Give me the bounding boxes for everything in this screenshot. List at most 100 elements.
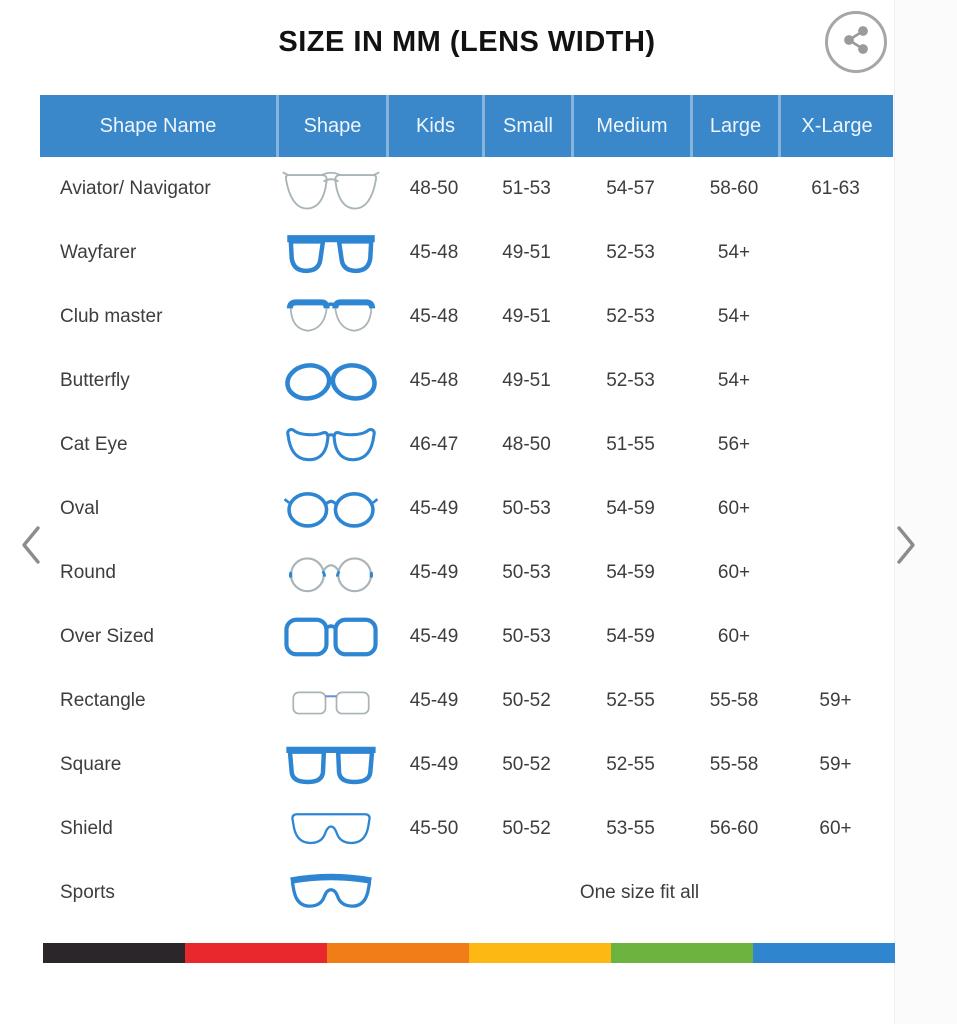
table-header-row: Shape Name Shape Kids Small Medium Large X-Lar… bbox=[40, 95, 893, 157]
size-cell-large: 54+ bbox=[717, 370, 751, 391]
table-row-shield: Shield 45-50 50-52 53-55 56-60 60+ bbox=[40, 797, 893, 861]
table-row-wayfarer: Wayfarer 45-48 49-51 52-53 54+ bbox=[40, 221, 893, 285]
size-cell-small: 51-53 bbox=[502, 178, 551, 199]
size-cell-kids: 46-47 bbox=[409, 434, 459, 455]
sports-glasses-icon bbox=[276, 870, 386, 916]
size-cell-small: 49-51 bbox=[502, 370, 551, 391]
shape-name-label: Cat Eye bbox=[60, 434, 128, 455]
chevron-right-icon bbox=[893, 526, 919, 572]
size-cell-large: 55-58 bbox=[709, 690, 759, 711]
prev-arrow-button[interactable] bbox=[18, 522, 44, 568]
shape-name-label: Square bbox=[60, 754, 122, 775]
size-cell-small: 50-52 bbox=[502, 690, 551, 711]
size-cell-small: 49-51 bbox=[502, 242, 551, 263]
table-row-cat-eye: Cat Eye 46-47 48-50 51-55 56+ bbox=[40, 413, 893, 477]
size-cell-medium: 54-57 bbox=[606, 178, 655, 199]
square-glasses-icon bbox=[276, 740, 386, 790]
size-cell-medium: 51-55 bbox=[606, 434, 655, 455]
shape-name-label: Rectangle bbox=[60, 690, 146, 711]
size-cell-small: 50-52 bbox=[502, 754, 551, 775]
size-cell-medium: 52-53 bbox=[606, 306, 655, 327]
size-cell-kids: 45-49 bbox=[409, 690, 459, 711]
oval-glasses-icon bbox=[276, 484, 386, 534]
column-header-x-large: X-Large bbox=[778, 95, 893, 157]
right-gutter bbox=[894, 0, 957, 1024]
size-cell-medium: 52-55 bbox=[606, 754, 655, 775]
size-cell-small: 50-53 bbox=[502, 498, 551, 519]
size-cell-large: 60+ bbox=[717, 626, 751, 647]
table-row-club-master: Club master 45-48 49-51 52-53 54+ bbox=[40, 285, 893, 349]
butterfly-glasses-icon bbox=[276, 355, 386, 407]
stripe-segment-5 bbox=[753, 943, 895, 963]
column-header-medium: Medium bbox=[571, 95, 690, 157]
size-cell-kids: 48-50 bbox=[409, 178, 459, 199]
size-cell-kids: 45-48 bbox=[409, 306, 459, 327]
size-cell-small: 50-53 bbox=[502, 562, 551, 583]
table-row-aviator-navigator: Aviator/ Navigator 48-50 51-53 54-57 58-60 6… bbox=[40, 157, 893, 221]
table-row-over-sized: Over Sized 45-49 50-53 54-59 60+ bbox=[40, 605, 893, 669]
size-cell-medium: 52-55 bbox=[606, 690, 655, 711]
size-cell-x-large: 61-63 bbox=[811, 178, 860, 199]
round-glasses-icon bbox=[276, 547, 386, 599]
size-cell-large: 56-60 bbox=[709, 818, 759, 839]
footer-color-stripe bbox=[43, 943, 895, 963]
size-cell-small: 50-53 bbox=[502, 626, 551, 647]
aviator-glasses-icon bbox=[276, 163, 386, 215]
column-header-shape: Shape bbox=[276, 95, 386, 157]
share-icon bbox=[841, 25, 871, 60]
size-cell-large: 54+ bbox=[717, 242, 751, 263]
table-row-round: Round 45-49 50-53 54-59 60+ bbox=[40, 541, 893, 605]
table-row-oval: Oval 45-49 50-53 54-59 60+ bbox=[40, 477, 893, 541]
size-cell-kids: 45-49 bbox=[409, 626, 459, 647]
size-cell-kids: 45-48 bbox=[409, 370, 459, 391]
stripe-segment-2 bbox=[327, 943, 469, 963]
size-cell-large: 54+ bbox=[717, 306, 751, 327]
shape-name-label: Round bbox=[60, 562, 116, 583]
column-header-large: Large bbox=[690, 95, 778, 157]
cateye-glasses-icon bbox=[276, 421, 386, 469]
size-cell-small: 49-51 bbox=[502, 306, 551, 327]
oversized-glasses-icon bbox=[276, 611, 386, 663]
size-cell-large: 55-58 bbox=[709, 754, 759, 775]
shape-name-label: Aviator/ Navigator bbox=[60, 178, 211, 199]
size-cell-kids: 45-50 bbox=[409, 818, 459, 839]
size-cell-kids: 45-48 bbox=[409, 242, 459, 263]
chevron-left-icon bbox=[18, 526, 44, 572]
table-body: Aviator/ Navigator 48-50 51-53 54-57 58-60 6… bbox=[40, 157, 893, 925]
size-cell-medium: 52-53 bbox=[606, 242, 655, 263]
size-cell-kids: 45-49 bbox=[409, 754, 459, 775]
table-row-square: Square 45-49 50-52 52-55 55-58 59+ bbox=[40, 733, 893, 797]
shape-name-label: Oval bbox=[60, 498, 100, 519]
stripe-segment-4 bbox=[611, 943, 753, 963]
size-cell-medium: 54-59 bbox=[606, 626, 655, 647]
size-cell-kids: 45-49 bbox=[409, 498, 459, 519]
column-header-shape-name: Shape Name bbox=[99, 114, 217, 137]
shape-name-label: Club master bbox=[60, 306, 163, 327]
clubmaster-glasses-icon bbox=[276, 293, 386, 341]
size-cell-x-large: 59+ bbox=[819, 754, 852, 775]
one-size-label: One size fit all bbox=[579, 882, 700, 903]
size-cell-medium: 53-55 bbox=[606, 818, 655, 839]
size-cell-medium: 52-53 bbox=[606, 370, 655, 391]
table-row-sports: Sports One size fit all bbox=[40, 861, 893, 925]
next-arrow-button[interactable] bbox=[893, 522, 919, 568]
stripe-segment-0 bbox=[43, 943, 185, 963]
size-cell-large: 56+ bbox=[717, 434, 751, 455]
wayfarer-glasses-icon bbox=[276, 228, 386, 278]
size-cell-large: 58-60 bbox=[709, 178, 759, 199]
size-cell-medium: 54-59 bbox=[606, 562, 655, 583]
size-table: Shape Name Shape Kids Small Medium Large X-Lar… bbox=[40, 95, 893, 925]
page-title: SIZE IN MM (LENS WIDTH) bbox=[278, 26, 656, 58]
size-cell-kids: 45-49 bbox=[409, 562, 459, 583]
shape-name-label: Shield bbox=[60, 818, 113, 839]
rectangle-glasses-icon bbox=[276, 679, 386, 723]
share-button[interactable] bbox=[825, 11, 887, 73]
column-header-small: Small bbox=[482, 95, 571, 157]
shape-name-label: Wayfarer bbox=[60, 242, 137, 263]
size-cell-large: 60+ bbox=[717, 562, 751, 583]
shape-name-label: Butterfly bbox=[60, 370, 130, 391]
size-cell-x-large: 59+ bbox=[819, 690, 852, 711]
size-cell-x-large: 60+ bbox=[819, 818, 852, 839]
stripe-segment-3 bbox=[469, 943, 611, 963]
